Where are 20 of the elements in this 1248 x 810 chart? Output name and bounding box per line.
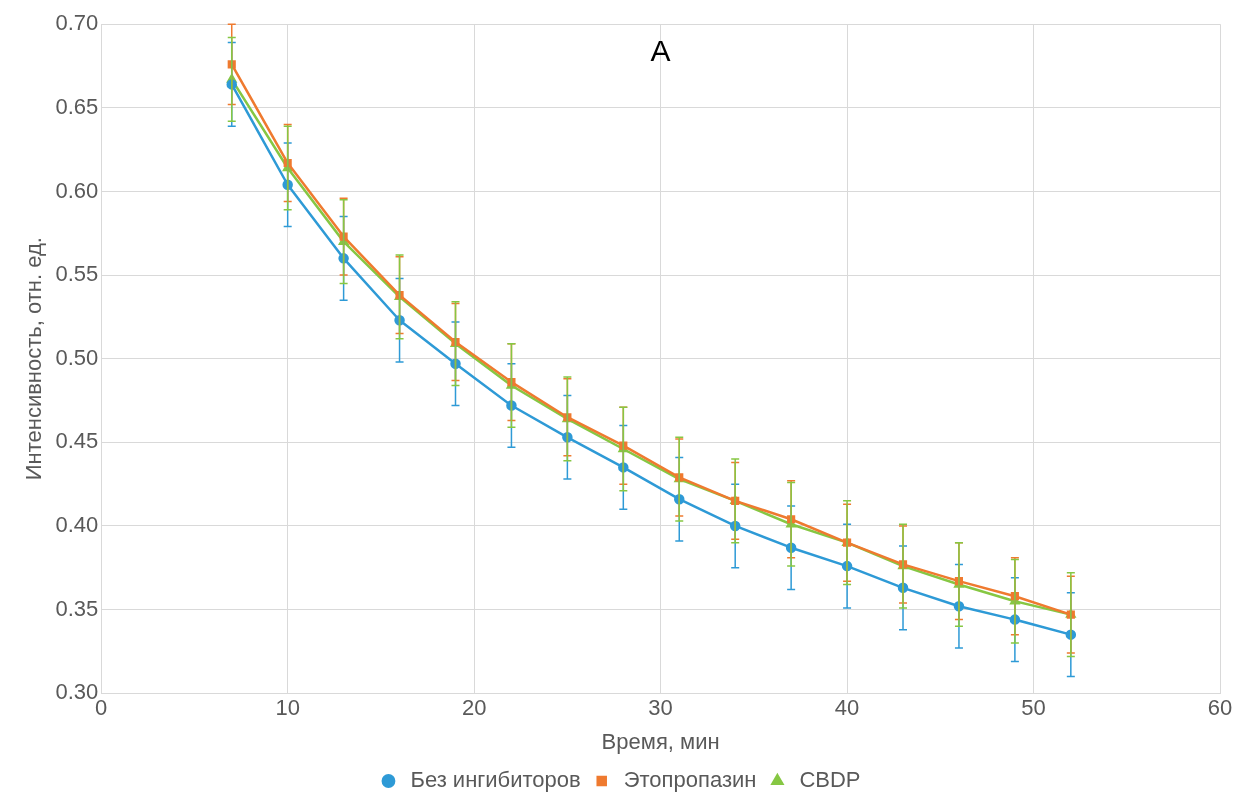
y-tick-label: 0.40 — [55, 512, 99, 538]
legend-label: Без ингибиторов — [410, 767, 581, 793]
x-tick-label: 50 — [1021, 695, 1046, 721]
annotation: A — [650, 34, 671, 68]
y-tick-label: 0.45 — [55, 428, 99, 454]
x-tick-label: 60 — [1207, 695, 1233, 721]
x-axis-title: Время, мин — [601, 728, 720, 754]
x-tick-label: 30 — [648, 695, 673, 721]
y-tick-label: 0.70 — [55, 10, 99, 36]
x-tick-label: 40 — [834, 695, 860, 721]
y-tick-label: 0.35 — [55, 595, 99, 621]
x-tick-label: 10 — [275, 695, 300, 721]
y-tick-label: 0.60 — [55, 177, 99, 203]
y-tick-label: 0.50 — [55, 344, 99, 370]
legend-label: CBDP — [799, 767, 861, 793]
y-tick-label: 0.65 — [55, 93, 99, 119]
x-tick-label: 20 — [461, 695, 487, 721]
y-tick-label: 0.55 — [55, 261, 99, 287]
legend-label: Этопропазин — [623, 767, 757, 793]
y-axis-title: Интенсивность, отн. ед. — [21, 237, 47, 481]
